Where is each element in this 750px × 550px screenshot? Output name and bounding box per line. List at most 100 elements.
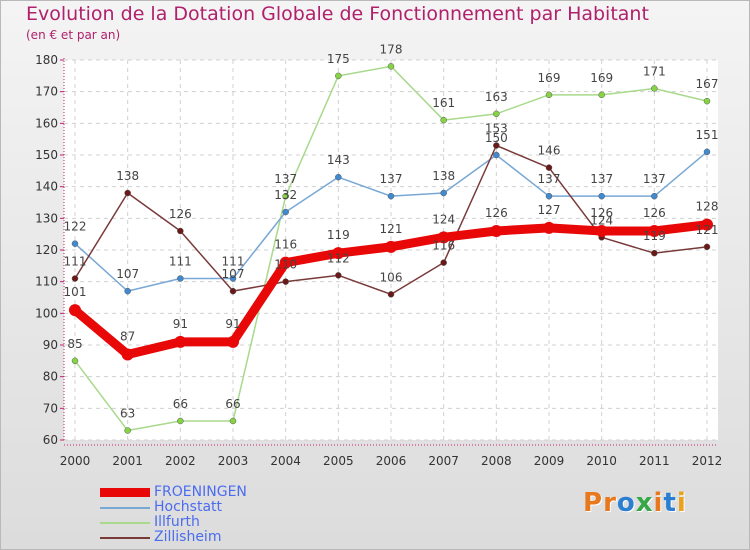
- legend-swatch: [100, 522, 150, 524]
- data-label-illfurth: 175: [327, 52, 350, 66]
- data-label-illfurth: 66: [173, 397, 188, 411]
- data-label-illfurth: 169: [538, 71, 561, 85]
- data-point-hochstatt: [177, 275, 184, 282]
- data-label-zillisheim: 107: [222, 267, 245, 281]
- data-label-hochstatt: 143: [327, 153, 350, 167]
- data-label-hochstatt: 137: [380, 172, 403, 186]
- data-label-froeningen: 126: [590, 206, 613, 220]
- data-point-froeningen: [174, 335, 187, 348]
- data-label-hochstatt: 122: [64, 220, 87, 234]
- data-label-froeningen: 101: [64, 285, 87, 299]
- y-tick-label: 160: [35, 116, 58, 130]
- data-point-froeningen: [385, 240, 397, 253]
- y-tick-label: 100: [35, 306, 58, 320]
- data-label-froeningen: 128: [696, 200, 719, 214]
- legend-item: Zillisheim: [100, 529, 340, 545]
- data-label-illfurth: 163: [485, 90, 508, 104]
- data-label-froeningen: 121: [380, 222, 403, 236]
- data-label-zillisheim: 121: [696, 223, 719, 237]
- data-label-zillisheim: 116: [432, 239, 455, 253]
- data-point-hochstatt: [493, 151, 500, 159]
- data-label-hochstatt: 132: [274, 188, 297, 202]
- legend-item: FROENINGEN: [100, 484, 340, 500]
- proxiti-logo: Proxiti: [583, 488, 687, 518]
- data-label-illfurth: 63: [120, 407, 135, 421]
- data-label-froeningen: 127: [538, 203, 561, 217]
- logo-letter: i: [653, 488, 664, 518]
- data-label-illfurth: 169: [590, 71, 613, 85]
- data-point-zillisheim: [282, 278, 289, 285]
- data-label-zillisheim: 146: [538, 144, 561, 158]
- y-tick-label: 170: [35, 85, 58, 99]
- data-label-hochstatt: 138: [432, 169, 455, 183]
- data-point-illfurth: [493, 110, 500, 118]
- data-label-zillisheim: 124: [590, 213, 613, 227]
- data-point-zillisheim: [387, 291, 395, 298]
- data-point-froeningen: [332, 247, 345, 260]
- x-tick-label: 2010: [586, 454, 617, 468]
- data-point-froeningen: [279, 256, 292, 269]
- data-label-froeningen: 91: [173, 317, 188, 331]
- y-tick-label: 70: [43, 401, 58, 415]
- data-point-zillisheim: [440, 259, 447, 266]
- data-label-illfurth: 66: [225, 397, 240, 411]
- data-label-illfurth: 171: [643, 65, 666, 79]
- data-point-zillisheim: [124, 189, 131, 197]
- x-tick-label: 2009: [534, 454, 565, 468]
- logo-letter: P: [583, 488, 604, 518]
- data-point-zillisheim: [493, 142, 500, 149]
- data-point-froeningen: [543, 221, 555, 234]
- data-point-froeningen: [648, 225, 661, 237]
- data-point-illfurth: [598, 91, 605, 99]
- chart-subtitle: (en € et par an): [26, 28, 121, 42]
- y-tick-label: 80: [43, 370, 58, 384]
- data-label-zillisheim: 111: [64, 255, 87, 269]
- x-tick-label: 2006: [376, 454, 407, 468]
- data-label-hochstatt: 107: [116, 267, 139, 281]
- data-labels: 85 63 66 66 137 175 178 161 163 169 169 171 167 122 10…: [64, 42, 719, 420]
- data-label-hochstatt: 137: [643, 172, 666, 186]
- y-tick-label: 90: [43, 338, 58, 352]
- data-label-zillisheim: 106: [380, 270, 403, 284]
- data-point-illfurth: [282, 192, 289, 200]
- y-tick-label: 150: [35, 148, 58, 162]
- legend-label: Illfurth: [154, 514, 200, 530]
- data-label-zillisheim: 119: [643, 229, 666, 243]
- data-label-hochstatt: 150: [485, 131, 508, 145]
- data-point-hochstatt: [229, 275, 237, 282]
- data-label-froeningen: 126: [643, 206, 666, 220]
- logo-letter: o: [616, 488, 636, 518]
- data-label-illfurth: 85: [67, 337, 82, 351]
- data-point-illfurth: [71, 357, 79, 365]
- y-tick-label: 110: [35, 275, 58, 289]
- data-point-zillisheim: [545, 164, 553, 171]
- data-label-zillisheim: 138: [116, 169, 139, 183]
- legend-swatch: [100, 488, 150, 497]
- data-point-illfurth: [440, 116, 447, 124]
- y-tick-label: 140: [35, 180, 58, 194]
- series-lines: [69, 63, 713, 434]
- x-tick-label: 2001: [112, 454, 143, 468]
- data-label-illfurth: 137: [274, 172, 297, 186]
- data-point-illfurth: [651, 85, 658, 92]
- data-point-froeningen: [490, 225, 503, 237]
- gridlines: [64, 59, 718, 441]
- logo-letter: x: [635, 488, 654, 518]
- x-tick-label: 2002: [165, 454, 196, 468]
- data-point-froeningen: [121, 348, 134, 361]
- data-point-hochstatt: [335, 173, 342, 181]
- data-label-froeningen: 116: [274, 238, 297, 252]
- data-label-zillisheim: 110: [274, 258, 297, 272]
- data-point-illfurth: [703, 97, 711, 105]
- data-point-froeningen: [595, 225, 608, 237]
- x-tick-label: 2007: [428, 454, 459, 468]
- x-tick-label: 2012: [692, 454, 723, 468]
- x-tick-label: 2011: [639, 454, 670, 468]
- data-point-zillisheim: [229, 287, 237, 295]
- axes: 60 70 80 90 100 110 120 130 140 150 160 170 180 2000 2…: [35, 53, 722, 468]
- data-point-hochstatt: [282, 208, 289, 216]
- legend-label: Zillisheim: [154, 529, 222, 545]
- data-point-froeningen: [69, 304, 81, 317]
- data-point-zillisheim: [177, 227, 184, 235]
